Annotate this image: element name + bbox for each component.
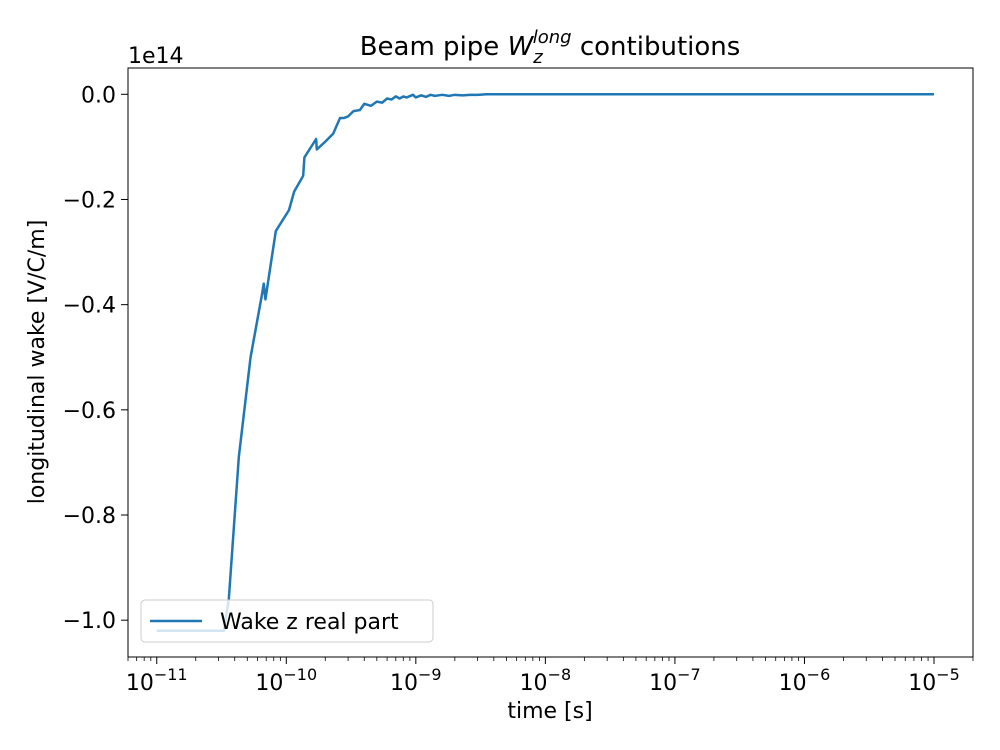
series-line-0 — [156, 93, 934, 632]
y-tick-label: −0.8 — [63, 504, 116, 529]
y-tick-label: −0.2 — [63, 188, 116, 213]
y-tick-label: −0.6 — [63, 399, 116, 424]
y-axis-label: longitudinal wake [V/C/m] — [25, 220, 50, 505]
y-tick-label: −0.4 — [63, 294, 116, 319]
title-subscript: z — [532, 47, 543, 68]
title-symbol: W — [508, 32, 535, 62]
title-superscript: long — [533, 27, 572, 48]
x-tick-label: 10−8 — [520, 665, 572, 696]
chart-title: Beam pipe Wzlong contibutions — [360, 27, 741, 68]
legend-box — [140, 599, 434, 643]
legend-label: Wake z real part — [220, 610, 399, 635]
title-prefix: Beam pipe — [360, 32, 508, 62]
y-tick-label: −1.0 — [63, 609, 116, 634]
x-axis-label: time [s] — [507, 699, 592, 724]
x-tick-label: 10−11 — [126, 665, 188, 696]
axes-layer: 10−11 10−10 10−9 10−8 10−7 10−6 10−5 0.0 −0.2 −0.… — [63, 67, 974, 696]
plot-frame — [127, 67, 974, 658]
y-offset-label: 1e14 — [128, 44, 184, 69]
legend: Wake z real part — [140, 599, 434, 643]
x-tick-label: 10−7 — [649, 665, 701, 696]
y-tick-label: 0.0 — [81, 83, 116, 108]
x-tick-label: 10−6 — [779, 665, 831, 696]
title-suffix: contibutions — [572, 32, 741, 62]
x-tick-label: 10−9 — [390, 665, 442, 696]
x-tick-label: 10−5 — [908, 665, 960, 696]
x-tick-label: 10−10 — [255, 665, 317, 696]
plot-area — [156, 93, 934, 632]
